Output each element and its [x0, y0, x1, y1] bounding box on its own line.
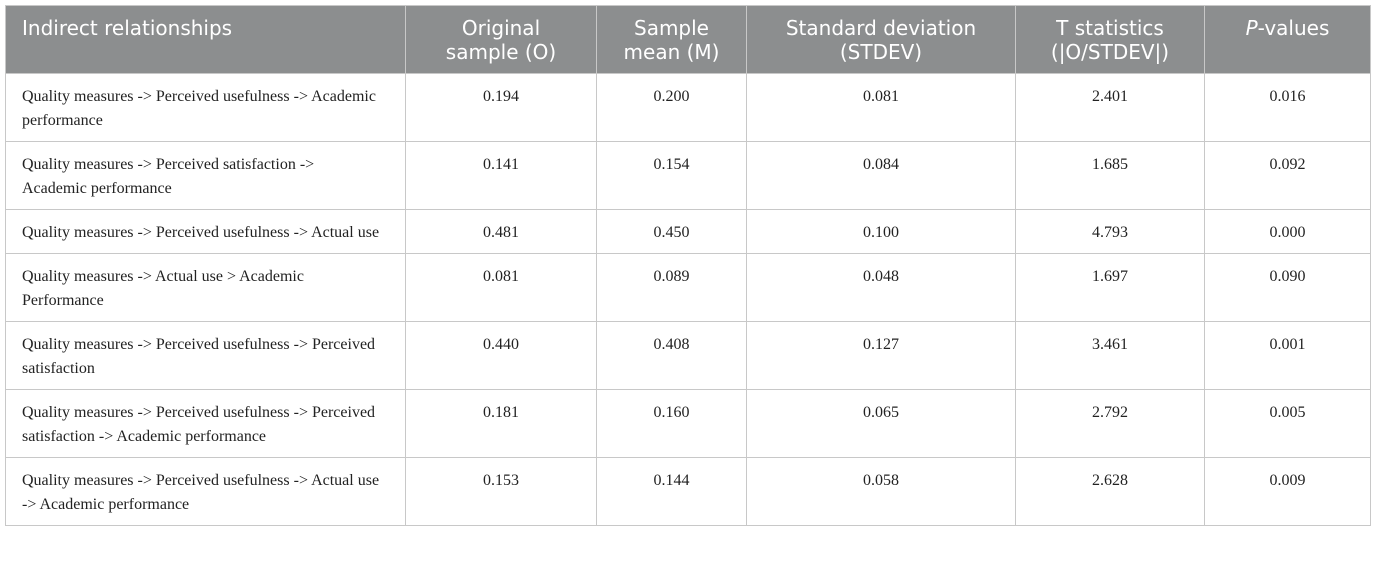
- table-row: Quality measures -> Perceived usefulness…: [5, 209, 1371, 254]
- value-cell: 0.141: [405, 141, 597, 210]
- table-row: Quality measures -> Actual use > Academi…: [5, 253, 1371, 322]
- header-cell: Sample mean (M): [596, 5, 747, 74]
- table-container: Indirect relationships Original sample (O…: [5, 5, 1371, 526]
- value-cell: 0.153: [405, 457, 597, 526]
- value-cell: 0.058: [746, 457, 1016, 526]
- value-cell: 0.065: [746, 389, 1016, 458]
- table-row: Quality measures -> Perceived usefulness…: [5, 73, 1371, 142]
- value-cell: 0.016: [1204, 73, 1371, 142]
- relationship-cell: Quality measures -> Actual use > Academi…: [5, 253, 406, 322]
- value-cell: 0.160: [596, 389, 747, 458]
- value-cell: 1.697: [1015, 253, 1205, 322]
- header-cell: Indirect relationships: [5, 5, 406, 74]
- value-cell: 0.081: [746, 73, 1016, 142]
- value-cell: 0.089: [596, 253, 747, 322]
- value-cell: 4.793: [1015, 209, 1205, 254]
- value-cell: 0.144: [596, 457, 747, 526]
- table-row: Quality measures -> Perceived usefulness…: [5, 457, 1371, 526]
- table-row: Quality measures -> Perceived satisfacti…: [5, 141, 1371, 210]
- value-cell: 0.450: [596, 209, 747, 254]
- table-row: Quality measures -> Perceived usefulness…: [5, 389, 1371, 458]
- value-cell: 0.009: [1204, 457, 1371, 526]
- header-cell: T statistics (|O/STDEV|): [1015, 5, 1205, 74]
- value-cell: 0.440: [405, 321, 597, 390]
- value-cell: 2.628: [1015, 457, 1205, 526]
- relationship-cell: Quality measures -> Perceived usefulness…: [5, 321, 406, 390]
- value-cell: 0.000: [1204, 209, 1371, 254]
- value-cell: 0.100: [746, 209, 1016, 254]
- relationship-cell: Quality measures -> Perceived usefulness…: [5, 457, 406, 526]
- table-body: Quality measures -> Perceived usefulness…: [5, 73, 1371, 526]
- value-cell: 0.481: [405, 209, 597, 254]
- header-row: Indirect relationships Original sample (O…: [5, 5, 1371, 74]
- table-row: Quality measures -> Perceived usefulness…: [5, 321, 1371, 390]
- results-table: Indirect relationships Original sample (O…: [5, 5, 1371, 526]
- value-cell: 0.194: [405, 73, 597, 142]
- value-cell: 0.181: [405, 389, 597, 458]
- value-cell: 3.461: [1015, 321, 1205, 390]
- value-cell: 0.092: [1204, 141, 1371, 210]
- value-cell: 0.084: [746, 141, 1016, 210]
- table-header: Indirect relationships Original sample (O…: [5, 5, 1371, 74]
- value-cell: 0.408: [596, 321, 747, 390]
- value-cell: 0.081: [405, 253, 597, 322]
- value-cell: 2.792: [1015, 389, 1205, 458]
- relationship-cell: Quality measures -> Perceived satisfacti…: [5, 141, 406, 210]
- relationship-cell: Quality measures -> Perceived usefulness…: [5, 209, 406, 254]
- header-cell: Standard deviation (STDEV): [746, 5, 1016, 74]
- relationship-cell: Quality measures -> Perceived usefulness…: [5, 73, 406, 142]
- value-cell: 0.090: [1204, 253, 1371, 322]
- relationship-cell: Quality measures -> Perceived usefulness…: [5, 389, 406, 458]
- value-cell: 0.200: [596, 73, 747, 142]
- value-cell: 0.048: [746, 253, 1016, 322]
- header-cell: P-values: [1204, 5, 1371, 74]
- value-cell: 0.005: [1204, 389, 1371, 458]
- value-cell: 2.401: [1015, 73, 1205, 142]
- value-cell: 0.001: [1204, 321, 1371, 390]
- header-cell: Original sample (O): [405, 5, 597, 74]
- value-cell: 0.154: [596, 141, 747, 210]
- value-cell: 0.127: [746, 321, 1016, 390]
- value-cell: 1.685: [1015, 141, 1205, 210]
